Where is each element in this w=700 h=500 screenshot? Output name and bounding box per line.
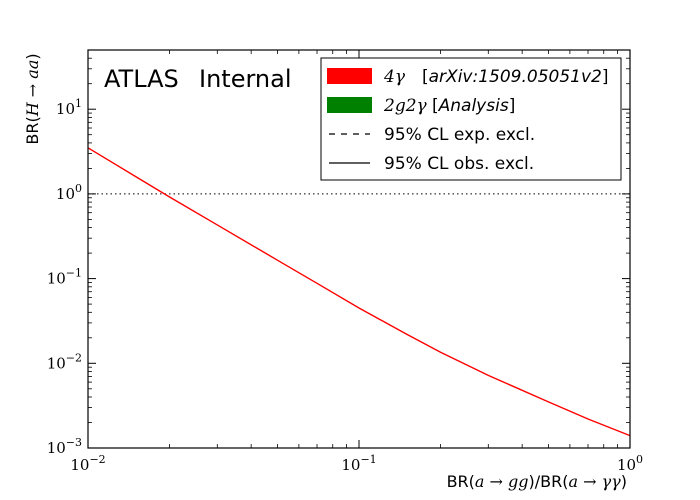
legend-label-2: 95% CL exp. excl. xyxy=(384,125,535,145)
y-tick-label: 10−2 xyxy=(47,351,82,372)
x-axis-label-pre: BR( xyxy=(447,472,475,491)
y-tick-label: 101 xyxy=(56,97,82,118)
internal-label: Internal xyxy=(199,65,292,93)
y-tick-label: 10−1 xyxy=(47,267,82,288)
atlas-label: ATLAS xyxy=(104,65,179,93)
x-axis-label-math1: a → gg xyxy=(475,472,529,491)
x-axis-label-math2: a → γγ xyxy=(569,472,622,491)
y-tick-label: 10−3 xyxy=(47,436,82,457)
x-axis-label-post: ) xyxy=(621,472,627,491)
legend-math-1: 2g2γ xyxy=(383,96,428,116)
plot-area-frame xyxy=(87,49,631,449)
x-tick-label: 10−2 xyxy=(70,453,105,474)
legend-label-3: 95% CL obs. excl. xyxy=(384,154,534,174)
x-axis-label-mid: )/BR( xyxy=(529,472,569,491)
legend: 4γ [arXiv:1509.05051v2] 2g2γ [Analysis] 95% … xyxy=(320,57,622,181)
legend-math-0: 4γ xyxy=(383,67,406,87)
y-axis-label-post: ) xyxy=(23,53,42,59)
series-line-0 xyxy=(87,147,631,437)
x-tick-label: 10−1 xyxy=(341,453,376,474)
y-tick-label: 100 xyxy=(56,182,82,203)
x-tick-label: 100 xyxy=(617,453,643,474)
y-axis-label: BR(H → aa) xyxy=(23,53,42,144)
legend-swatch-1 xyxy=(327,97,372,113)
y-axis-label-pre: BR( xyxy=(23,116,42,144)
legend-label-1: [Analysis] xyxy=(432,96,515,116)
legend-swatch-0 xyxy=(327,68,372,84)
x-axis-label: BR(a → gg)/BR(a → γγ) xyxy=(447,472,627,491)
y-axis-label-math: H → aa xyxy=(23,60,42,118)
legend-label-0: [arXiv:1509.05051v2] xyxy=(422,67,608,87)
